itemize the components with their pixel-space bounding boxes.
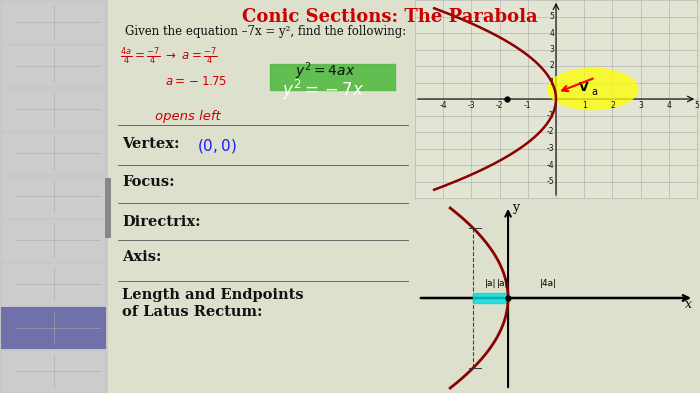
Text: 1: 1 (550, 78, 554, 87)
Text: 2: 2 (610, 101, 615, 110)
Text: -4: -4 (440, 101, 447, 110)
Text: |4a|: |4a| (540, 279, 557, 288)
Bar (2, 133, 105, 174)
Bar (2, 264, 105, 305)
Text: -1: -1 (547, 111, 554, 120)
Bar (2, 46, 105, 86)
Text: Given the equation –7x = y², find the following:: Given the equation –7x = y², find the fo… (125, 25, 406, 38)
Text: $y^2 = -7x$: $y^2 = -7x$ (282, 78, 365, 102)
Text: -4: -4 (547, 160, 554, 169)
Text: -2: -2 (496, 101, 503, 110)
Text: 3: 3 (638, 101, 643, 110)
Text: x: x (685, 298, 692, 311)
Text: |a|: |a| (497, 279, 509, 288)
Text: 1: 1 (582, 101, 587, 110)
Text: 5: 5 (694, 101, 699, 110)
Bar (415, 0, 697, 198)
Text: opens left: opens left (155, 110, 220, 123)
Text: -3: -3 (547, 144, 554, 153)
Ellipse shape (547, 68, 638, 110)
Text: 4: 4 (666, 101, 671, 110)
Bar (2, 351, 105, 392)
Text: $a = -1.75$: $a = -1.75$ (165, 75, 228, 88)
Text: -2: -2 (547, 127, 554, 136)
Text: y: y (512, 201, 519, 214)
Bar (2, 220, 105, 261)
Bar (270, 64, 395, 90)
Text: Vertex:: Vertex: (122, 137, 179, 151)
Bar (2, 177, 105, 217)
Text: $(0,0)$: $(0,0)$ (197, 137, 237, 155)
Text: -5: -5 (547, 177, 554, 186)
Bar (2, 308, 105, 348)
Text: $y^2 = 4ax$: $y^2 = 4ax$ (295, 60, 356, 82)
Text: of Latus Rectum:: of Latus Rectum: (122, 305, 262, 319)
Text: -1: -1 (524, 101, 531, 110)
Text: 5: 5 (549, 12, 554, 21)
Bar (105, 178, 111, 238)
Text: -3: -3 (468, 101, 475, 110)
Bar (2, 2, 105, 43)
Text: a: a (592, 87, 597, 97)
Text: |a|: |a| (485, 279, 496, 288)
Text: 3: 3 (549, 45, 554, 54)
Text: 4: 4 (549, 29, 554, 37)
Text: Directrix:: Directrix: (122, 215, 201, 229)
Bar (2, 89, 105, 130)
Text: Length and Endpoints: Length and Endpoints (122, 288, 304, 302)
Text: Focus:: Focus: (122, 175, 174, 189)
Bar (108, 0, 700, 393)
Text: 2: 2 (550, 61, 554, 70)
Bar (473, 293, 508, 303)
Text: Axis:: Axis: (122, 250, 162, 264)
Text: $\frac{4a}{4} = \frac{-7}{4}\ \rightarrow\ a = \frac{-7}{4}$: $\frac{4a}{4} = \frac{-7}{4}\ \rightarro… (120, 45, 218, 67)
Text: V: V (579, 81, 588, 94)
Text: Conic Sections: The Parabola: Conic Sections: The Parabola (242, 8, 538, 26)
Bar (0, 0, 108, 393)
